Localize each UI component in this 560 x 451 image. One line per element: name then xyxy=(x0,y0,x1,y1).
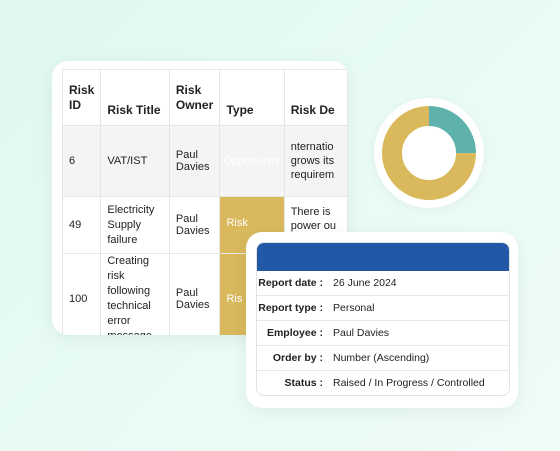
description-line: requirem xyxy=(290,169,335,181)
col-header-risk-description[interactable]: Risk De xyxy=(283,69,348,126)
status-value: Raised / In Progress / Controlled xyxy=(333,377,485,389)
report-row-employee: Employee : Paul Davies xyxy=(257,320,509,345)
owner-last-name: Davies xyxy=(175,299,210,311)
col-header-type-label: Type xyxy=(226,103,254,117)
donut-chart xyxy=(382,106,476,200)
cell-risk-owner: Paul Davies xyxy=(168,125,221,197)
report-details-panel: Report date : 26 June 2024 Report type :… xyxy=(256,242,510,396)
report-row-order: Order by : Number (Ascending) xyxy=(257,345,509,370)
employee-label: Employee : xyxy=(266,327,323,339)
col-header-type[interactable]: Type xyxy=(219,69,285,126)
cell-type-opportunity: Opportunity xyxy=(219,125,285,197)
owner-last-name: Davies xyxy=(175,161,210,173)
report-type-label: Report type : xyxy=(258,302,323,314)
cell-risk-id: 6 xyxy=(61,125,102,197)
cell-risk-owner: Paul Davies xyxy=(168,253,221,335)
donut-chart-card xyxy=(374,98,484,208)
cell-risk-title: Electricity Supply failure xyxy=(100,196,170,254)
title-line: technical error xyxy=(107,300,151,327)
col-header-risk-owner-line2: Owner xyxy=(175,97,214,112)
description-line: nternatio xyxy=(290,141,334,153)
order-by-label: Order by : xyxy=(272,352,323,364)
description-line: power ou xyxy=(290,220,336,232)
cell-risk-id: 49 xyxy=(61,196,102,254)
status-label: Status : xyxy=(284,377,323,389)
table-row[interactable]: 6 VAT/IST Paul Davies Opportunity nterna… xyxy=(61,125,348,197)
employee-value: Paul Davies xyxy=(333,327,390,339)
title-line: following xyxy=(107,285,151,297)
title-line: Creating risk xyxy=(107,255,149,282)
description-line: There is xyxy=(290,206,331,218)
report-date-value: 26 June 2024 xyxy=(333,277,397,289)
order-by-value: Number (Ascending) xyxy=(333,352,430,364)
owner-last-name: Davies xyxy=(175,225,210,237)
col-header-risk-title-label: Risk Title xyxy=(107,103,161,117)
cell-risk-title: VAT/IST xyxy=(100,125,170,197)
col-header-risk-id-line2: ID xyxy=(69,97,81,112)
col-header-risk-id-line1: Risk xyxy=(69,82,95,97)
owner-first-name: Paul xyxy=(175,213,198,225)
report-details-card: Report date : 26 June 2024 Report type :… xyxy=(246,232,518,408)
cell-risk-description: nternatio grows its requirem xyxy=(283,125,348,197)
description-line: grows its xyxy=(290,155,335,167)
report-row-status: Status : Raised / In Progress / Controll… xyxy=(257,370,509,395)
col-header-risk-description-label: Risk De xyxy=(290,103,335,117)
owner-first-name: Paul xyxy=(175,149,198,161)
cell-risk-owner: Paul Davies xyxy=(168,196,221,254)
col-header-risk-id[interactable]: Risk ID xyxy=(61,69,102,126)
report-date-label: Report date : xyxy=(258,277,323,289)
col-header-risk-owner[interactable]: Risk Owner xyxy=(168,69,221,126)
donut-segment-1 xyxy=(382,106,476,200)
col-header-risk-title[interactable]: Risk Title xyxy=(100,69,170,126)
col-header-risk-owner-line1: Risk xyxy=(175,82,202,97)
title-line: message xyxy=(107,330,152,335)
report-type-value: Personal xyxy=(333,302,375,314)
cell-risk-title: Creating risk following technical error … xyxy=(100,253,170,335)
report-row-type: Report type : Personal xyxy=(257,295,509,320)
owner-first-name: Paul xyxy=(175,287,198,299)
title-line: Electricity xyxy=(107,203,155,216)
report-row-date: Report date : 26 June 2024 xyxy=(257,271,509,295)
report-header-bar xyxy=(257,243,509,271)
cell-risk-id: 100 xyxy=(61,253,102,335)
title-line: Supply failure xyxy=(107,218,141,246)
